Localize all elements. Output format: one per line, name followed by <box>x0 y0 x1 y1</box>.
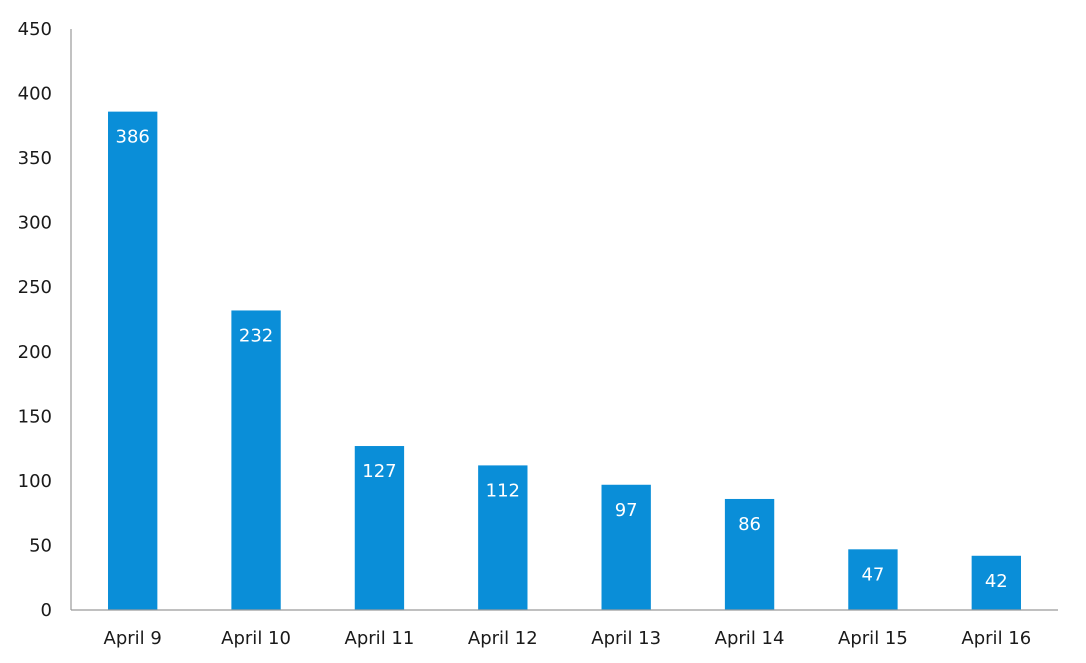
bar-value-label: 86 <box>738 514 761 535</box>
bar <box>354 446 405 610</box>
x-tick-label: April 15 <box>838 628 908 649</box>
y-tick-label: 0 <box>41 600 52 621</box>
y-tick-label: 400 <box>18 84 52 105</box>
y-tick-label: 300 <box>18 213 52 234</box>
bar-value-label: 232 <box>239 325 273 346</box>
y-tick-label: 100 <box>18 471 52 492</box>
y-tick-label: 450 <box>18 19 52 40</box>
bar <box>971 555 1021 610</box>
bar-value-label: 127 <box>362 461 396 482</box>
y-tick-label: 350 <box>18 148 52 169</box>
x-tick-label: April 9 <box>104 628 162 649</box>
bar-value-label: 112 <box>486 480 520 501</box>
bar <box>478 465 528 610</box>
x-tick-label: April 13 <box>591 628 661 649</box>
bars <box>108 111 1021 611</box>
x-tick-label: April 12 <box>468 628 538 649</box>
bar <box>848 549 898 610</box>
bar <box>108 111 158 611</box>
y-tick-label: 150 <box>18 406 52 427</box>
y-axis-ticks: 0 50 100 150 200 250 300 350 400 450 <box>18 19 52 621</box>
x-tick-label: April 11 <box>345 628 415 649</box>
bar-value-label: 97 <box>615 500 638 521</box>
bar <box>724 498 775 610</box>
bar-value-label: 386 <box>116 127 150 148</box>
x-axis-labels: April 9 April 10 April 11 April 12 April 13 A… <box>104 628 1032 649</box>
bar <box>231 310 281 610</box>
x-tick-label: April 14 <box>715 628 785 649</box>
data-labels: 386 232 127 112 97 86 47 42 <box>116 127 1008 592</box>
y-tick-label: 50 <box>29 535 52 556</box>
x-tick-label: April 10 <box>221 628 291 649</box>
bar-value-label: 42 <box>985 571 1008 592</box>
y-tick-label: 200 <box>18 342 52 363</box>
y-tick-label: 250 <box>18 277 52 298</box>
bar <box>601 484 651 610</box>
x-tick-label: April 16 <box>961 628 1031 649</box>
bar-value-label: 47 <box>861 564 884 585</box>
